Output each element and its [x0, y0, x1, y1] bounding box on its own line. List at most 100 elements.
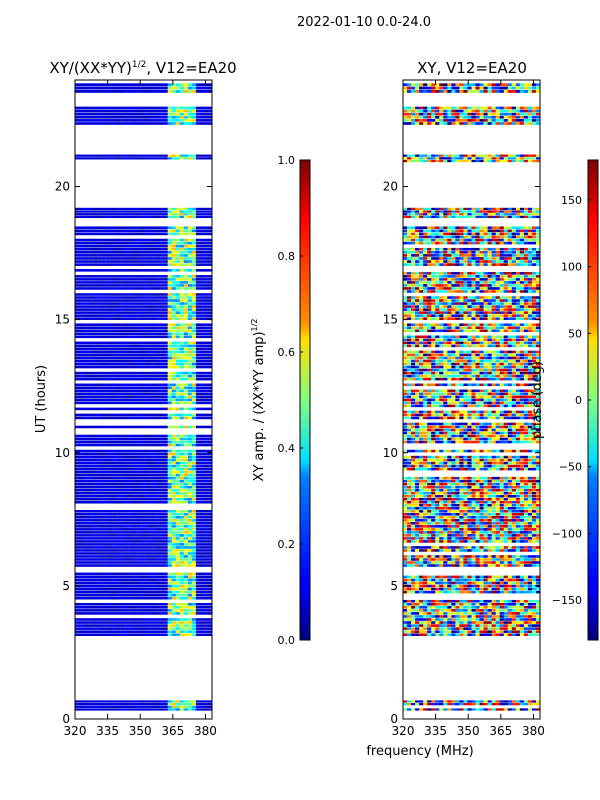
heatmap-cell: [143, 377, 148, 381]
heatmap-cell: [83, 210, 88, 213]
heatmap-cell: [91, 238, 96, 242]
heatmap-cell: [203, 311, 209, 314]
heatmap-cell: [423, 584, 428, 588]
heatmap-cell: [203, 497, 209, 501]
heatmap-cell: [155, 416, 160, 420]
heatmap-cell: [83, 630, 88, 633]
heatmap-cell: [143, 332, 148, 336]
heatmap-cell: [83, 359, 88, 363]
heatmap-cell: [131, 630, 136, 633]
heatmap-cell: [87, 461, 92, 465]
heatmap-cell: [191, 109, 197, 113]
heatmap-cell: [175, 389, 181, 393]
heatmap-cell: [123, 350, 128, 354]
heatmap-cell: [111, 491, 116, 495]
heatmap-cell: [87, 106, 92, 110]
heatmap-cell: [435, 602, 440, 606]
heatmap-cell: [99, 630, 104, 633]
heatmap-cell: [171, 374, 177, 378]
heatmap-cell: [139, 210, 144, 213]
heatmap-cell: [131, 296, 136, 299]
heatmap-cell: [107, 461, 112, 465]
heatmap-cell: [135, 708, 140, 711]
heatmap-cell: [75, 226, 80, 230]
heatmap-cell: [127, 299, 132, 302]
heatmap-cell: [143, 630, 148, 633]
heatmap-cell: [163, 350, 168, 354]
heatmap-cell: [83, 458, 88, 462]
heatmap-cell: [123, 624, 128, 627]
heatmap-cell: [103, 449, 108, 453]
heatmap-cell: [79, 281, 84, 284]
heatmap-cell: [155, 500, 160, 504]
heatmap-cell: [151, 522, 156, 525]
heatmap-cell: [503, 602, 509, 606]
heatmap-cell: [131, 561, 136, 564]
heatmap-cell: [115, 356, 120, 360]
heatmap-cell: [131, 86, 136, 90]
heatmap-cell: [143, 329, 148, 333]
heatmap-cell: [107, 251, 112, 254]
heatmap-cell: [75, 260, 80, 263]
heatmap-cell: [87, 528, 92, 531]
heatmap-cell: [139, 347, 144, 351]
heatmap-cell: [199, 275, 205, 278]
heatmap-cell: [163, 389, 168, 393]
heatmap-cell: [159, 587, 164, 591]
heatmap-cell: [79, 314, 84, 317]
heatmap-cell: [135, 374, 140, 378]
heatmap-cell: [435, 590, 440, 594]
heatmap-cell: [199, 519, 205, 522]
heatmap-cell: [175, 229, 181, 233]
heatmap-cell: [131, 154, 136, 157]
heatmap-cell: [143, 389, 148, 393]
heatmap-cell: [131, 213, 136, 216]
heatmap-cell: [123, 210, 128, 213]
heatmap-cell: [183, 401, 189, 405]
heatmap-cell: [119, 350, 124, 354]
heatmap-cell: [87, 434, 92, 438]
heatmap-cell: [167, 485, 173, 489]
heatmap-cell: [207, 314, 213, 317]
heatmap-cell: [107, 314, 112, 317]
heatmap-cell: [175, 386, 181, 390]
heatmap-cell: [199, 332, 205, 336]
heatmap-cell: [203, 584, 209, 588]
heatmap-cell: [195, 425, 201, 429]
heatmap-cell: [151, 392, 156, 396]
heatmap-cell: [123, 238, 128, 242]
heatmap-cell: [99, 305, 104, 308]
heatmap-cell: [91, 618, 96, 621]
x-tick-label: 380: [194, 724, 217, 738]
heatmap-cell: [519, 590, 525, 594]
heatmap-cell: [439, 575, 444, 579]
heatmap-cell: [115, 627, 120, 630]
heatmap-cell: [107, 305, 112, 308]
heatmap-cell: [131, 335, 136, 339]
heatmap-cell: [163, 407, 168, 411]
heatmap-cell: [107, 494, 112, 498]
heatmap-cell: [131, 377, 136, 381]
heatmap-cell: [123, 467, 128, 471]
heatmap-cell: [91, 494, 96, 498]
heatmap-cell: [167, 624, 173, 627]
heatmap-cell: [207, 296, 213, 299]
heatmap-cell: [99, 398, 104, 402]
heatmap-cell: [87, 449, 92, 453]
heatmap-cell: [75, 561, 80, 564]
heatmap-cell: [123, 359, 128, 363]
heatmap-cell: [111, 109, 116, 113]
heatmap-cell: [83, 416, 88, 420]
heatmap-cell: [123, 281, 128, 284]
heatmap-cell: [79, 488, 84, 492]
heatmap-cell: [107, 413, 112, 417]
heatmap-cell: [151, 365, 156, 369]
heatmap-cell: [167, 350, 173, 354]
heatmap-cell: [187, 335, 193, 339]
heatmap-cell: [139, 609, 144, 612]
heatmap-cell: [183, 528, 189, 531]
heatmap-cell: [147, 630, 152, 633]
heatmap-cell: [91, 443, 96, 447]
heatmap-cell: [175, 488, 181, 492]
heatmap-cell: [103, 458, 108, 462]
